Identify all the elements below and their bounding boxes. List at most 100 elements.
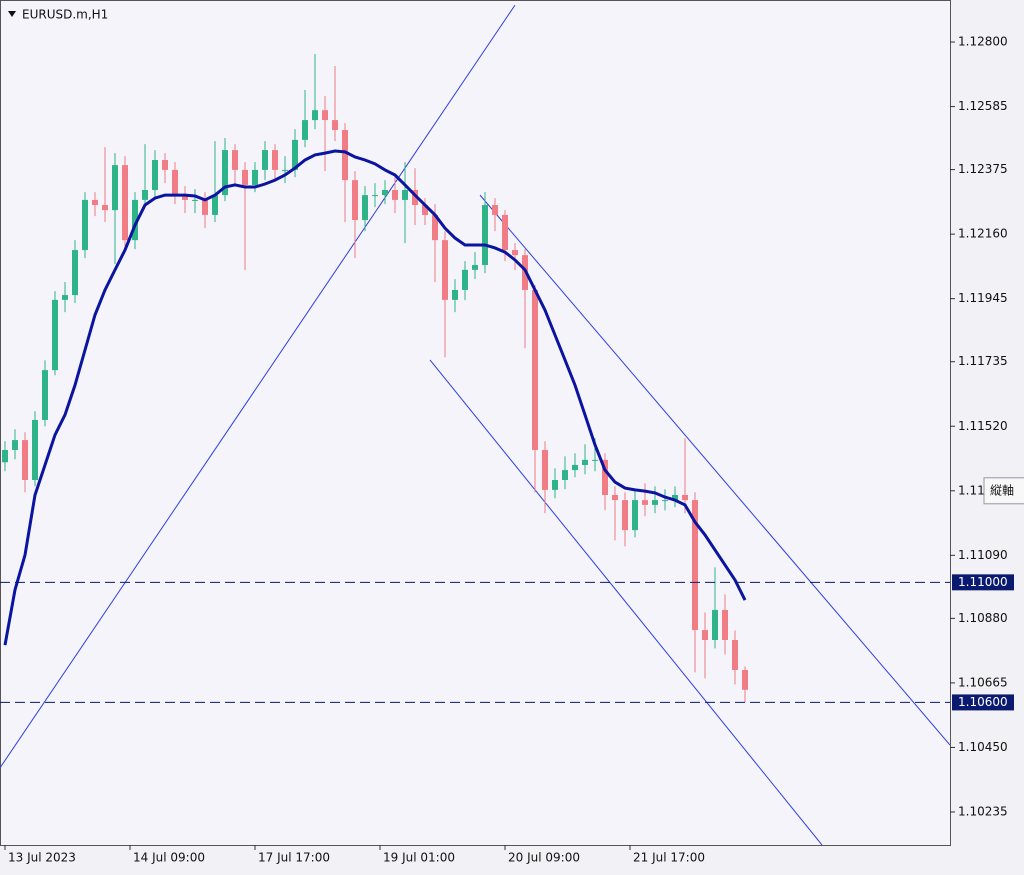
candle-body xyxy=(682,494,688,501)
candle-body xyxy=(542,449,548,490)
candle-body xyxy=(652,500,658,505)
price-tag xyxy=(952,574,1014,591)
candle-body xyxy=(432,214,438,241)
candle-body xyxy=(42,370,48,420)
candle-body xyxy=(552,479,558,490)
candle-body xyxy=(642,500,648,505)
candle-body xyxy=(532,289,538,450)
x-tick-label: 19 Jul 01:00 xyxy=(383,851,455,865)
candle-body xyxy=(332,120,338,130)
trendline xyxy=(429,359,823,845)
y-tick-label: 1.11090 xyxy=(958,548,1008,562)
candle-body xyxy=(322,110,328,121)
candle-body xyxy=(372,195,378,197)
candle-body xyxy=(12,440,18,450)
candle-body xyxy=(632,500,638,531)
candle-body xyxy=(442,240,448,300)
candle-body xyxy=(112,165,118,211)
y-tick-label: 1.11520 xyxy=(958,419,1008,433)
tooltip-text: 縦軸 xyxy=(990,483,1014,497)
candle-body xyxy=(182,195,188,200)
candle-body xyxy=(392,190,398,200)
candle-body xyxy=(422,205,428,215)
y-tick-label: 1.10235 xyxy=(958,804,1008,818)
candle-body xyxy=(562,470,568,480)
candle-body xyxy=(692,500,698,631)
y-tick-label: 1.10880 xyxy=(958,611,1008,625)
y-tick-label: 1.12800 xyxy=(958,35,1008,49)
candle-body xyxy=(122,165,128,241)
candle-body xyxy=(272,150,278,170)
candle-body xyxy=(172,169,178,196)
candle-body xyxy=(62,295,68,300)
x-tick-label: 14 Jul 09:00 xyxy=(133,851,205,865)
candle-body xyxy=(572,464,578,471)
candle-body xyxy=(592,459,598,461)
candle-body xyxy=(2,449,8,463)
candle-body xyxy=(672,494,678,501)
candle-body xyxy=(72,250,78,296)
x-tick-label: 17 Jul 17:00 xyxy=(258,851,330,865)
candle-body xyxy=(352,180,358,221)
candle-body xyxy=(232,150,238,170)
x-tick-label: 20 Jul 09:00 xyxy=(508,851,580,865)
candle-body xyxy=(402,190,408,200)
candle-body xyxy=(512,250,518,256)
moving-average xyxy=(3,149,747,646)
candle-body xyxy=(502,214,508,251)
trendline xyxy=(479,194,950,746)
candle-body xyxy=(82,199,88,251)
plot-area xyxy=(0,0,951,846)
candle-body xyxy=(192,199,198,201)
x-tick-label: 13 Jul 2023 xyxy=(8,851,76,865)
candle-body xyxy=(712,609,718,640)
tooltip-box xyxy=(983,477,1024,505)
candle-body xyxy=(482,205,488,266)
candle-body xyxy=(732,639,738,670)
candle-body xyxy=(452,289,458,300)
candle-body xyxy=(382,190,388,196)
candle-body xyxy=(22,440,28,480)
candle-body xyxy=(462,269,468,290)
candle-body xyxy=(212,195,218,215)
candle-body xyxy=(242,169,248,185)
candle-body xyxy=(602,459,608,495)
chart-title: EURUSD.m,H1 xyxy=(22,8,108,22)
candle-body xyxy=(52,299,58,371)
candle-body xyxy=(252,169,258,185)
y-tick-label: 1.12585 xyxy=(958,99,1008,113)
candle-body xyxy=(152,159,158,191)
candle-body xyxy=(412,190,418,206)
candle-body xyxy=(582,459,588,465)
candle-body xyxy=(472,265,478,270)
candle-body xyxy=(202,199,208,215)
candle-body xyxy=(662,500,668,502)
candle-body xyxy=(92,199,98,206)
candle-body xyxy=(312,110,318,121)
candle-body xyxy=(222,150,228,196)
candle-body xyxy=(702,630,708,640)
candle-body xyxy=(342,129,348,181)
price-tag-label: 1.11000 xyxy=(958,575,1008,589)
candle-body xyxy=(492,205,498,215)
candle-body xyxy=(132,199,138,241)
candle-body xyxy=(262,150,268,170)
y-tick-label: 1.10665 xyxy=(958,675,1008,689)
candle-body xyxy=(292,139,298,170)
candle-body xyxy=(622,500,628,531)
candle-body xyxy=(612,494,618,501)
price-tag-label: 1.10600 xyxy=(958,695,1008,709)
candle-body xyxy=(282,169,288,171)
y-tick-label: 1.12160 xyxy=(958,227,1008,241)
price-tag xyxy=(952,694,1014,711)
plot-layer xyxy=(0,4,950,845)
candle-body xyxy=(102,205,108,211)
menu-triangle[interactable] xyxy=(8,11,16,17)
candle-body xyxy=(742,669,748,690)
candle-body xyxy=(362,195,368,221)
candle-body xyxy=(722,609,728,640)
candle-body xyxy=(162,159,168,170)
candle-body xyxy=(302,120,308,140)
